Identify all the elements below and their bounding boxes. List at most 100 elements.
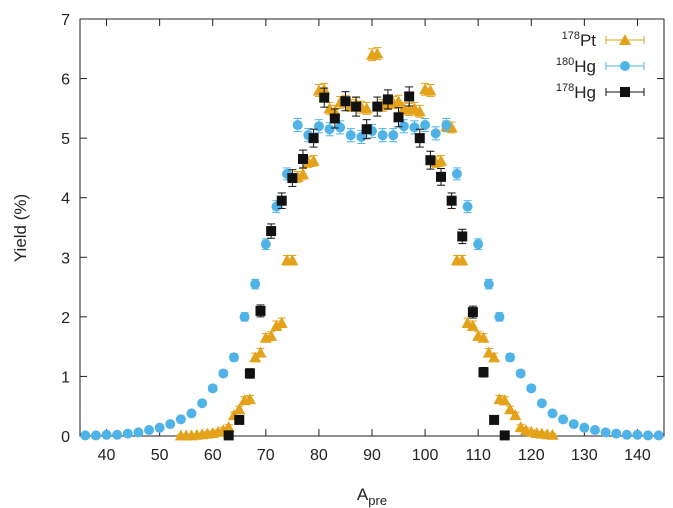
x-axis-title-sub: pre [368,493,387,508]
data-point [175,414,186,425]
data-point [505,352,516,363]
data-point [319,92,330,103]
data-point [393,112,404,123]
y-tick-label-3: 3 [61,250,70,267]
data-point [446,195,457,206]
legend-mass-number: 178 [562,30,580,42]
y-axis-title: Yield (%) [11,194,30,262]
axis-ticks: 40 50 60 70 80 90 100 110 120 130 140 0 1 2 3 4 5 6 7 [61,12,664,464]
data-point [233,403,246,415]
legend-mass-number: 180 [556,56,574,68]
data-point [473,239,484,250]
series-layer [80,47,664,441]
data-point [398,121,409,132]
data-point [371,47,384,59]
data-point [456,254,469,266]
data-point [144,425,155,436]
x-tick-label-50: 50 [151,447,169,464]
y-tick-label-2: 2 [61,310,70,327]
data-point [509,409,522,421]
data-point [218,368,229,379]
data-point [351,101,362,112]
legend-entry-178-Hg: 178Hg [556,82,645,102]
data-point [308,133,319,144]
data-point [498,394,511,406]
data-point [436,171,447,182]
data-point [329,113,340,124]
data-point [558,414,569,425]
x-tick-label-130: 130 [571,447,598,464]
data-point [489,414,500,425]
data-point [653,430,664,441]
x-tick-label-90: 90 [363,447,381,464]
data-point [589,425,600,436]
data-point [483,279,494,290]
data-point [275,316,288,328]
data-point [296,167,309,179]
data-point [643,430,654,441]
data-point [621,429,632,440]
data-point [388,130,399,141]
x-axis-title: Apre [357,485,387,508]
y-tick-label-1: 1 [61,369,70,386]
legend-label: 178Hg [556,82,596,102]
data-point [504,403,517,415]
data-point [478,367,489,378]
data-point [361,124,372,135]
x-tick-label-70: 70 [257,447,275,464]
data-point [222,421,235,433]
x-tick-label-120: 120 [518,447,545,464]
data-point [244,368,255,379]
legend-element: Hg [574,83,596,102]
data-point [499,430,510,441]
data-point [255,305,266,316]
y-tick-label-5: 5 [61,131,70,148]
x-tick-label-110: 110 [465,447,491,464]
data-point [260,239,271,250]
data-point [335,122,346,133]
data-point [372,101,383,112]
data-point [122,428,133,439]
data-point [600,427,611,438]
data-point [409,122,420,133]
data-point [80,430,91,441]
data-point [324,124,335,135]
plot-frame [79,18,665,437]
data-point [579,422,590,433]
series-180-Hg [80,117,664,441]
y-tick-label-4: 4 [61,191,70,208]
data-point [186,408,197,419]
data-point [445,121,458,133]
legend-element: Hg [574,57,596,76]
data-point [228,352,239,363]
data-point [154,422,165,433]
data-point [234,414,245,425]
data-point [307,154,320,166]
data-point [360,102,373,114]
data-point [292,120,303,131]
data-point [165,419,176,430]
legend-element: Pt [580,31,596,50]
data-point [494,311,505,322]
data-point [482,346,495,358]
x-axis-title-main: A [357,485,369,504]
legend-label: 180Hg [556,56,596,76]
x-tick-label-80: 80 [310,447,328,464]
y-tick-label-6: 6 [61,72,70,89]
legend-entry-180-Hg: 180Hg [556,56,645,76]
data-point [382,94,393,105]
data-point [340,96,351,107]
data-point [250,279,261,290]
data-point [133,427,144,438]
data-point [611,428,622,439]
data-point [420,120,431,131]
data-point [526,383,537,394]
data-point [441,120,452,131]
data-point [392,95,405,107]
data-point [276,195,287,206]
legend-marker [620,87,630,97]
data-point [313,121,324,132]
data-point [286,254,299,266]
data-point [414,133,425,144]
